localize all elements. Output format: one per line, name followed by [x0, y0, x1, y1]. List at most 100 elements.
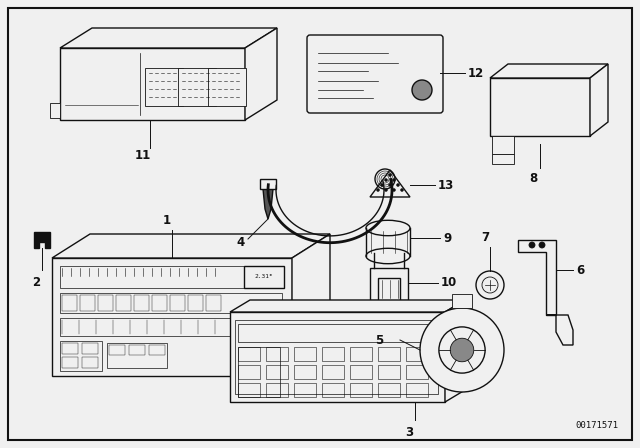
Circle shape — [375, 169, 395, 189]
Bar — [149, 345, 165, 355]
Bar — [238, 324, 435, 342]
Bar — [188, 295, 203, 311]
Circle shape — [412, 80, 432, 100]
Circle shape — [482, 277, 498, 293]
Bar — [378, 347, 400, 361]
Text: 11: 11 — [135, 148, 151, 161]
Bar — [206, 295, 221, 311]
Polygon shape — [60, 28, 277, 48]
Text: 2.31ᵐ: 2.31ᵐ — [255, 275, 273, 280]
Circle shape — [397, 184, 399, 186]
Bar — [266, 365, 288, 379]
Bar — [406, 365, 428, 379]
Bar — [322, 347, 344, 361]
Bar — [145, 68, 183, 106]
Bar — [178, 68, 216, 106]
Polygon shape — [490, 78, 590, 136]
Circle shape — [539, 242, 545, 248]
Bar — [235, 320, 438, 394]
Circle shape — [385, 189, 387, 191]
Circle shape — [392, 189, 396, 191]
Text: 8: 8 — [529, 172, 537, 185]
Polygon shape — [52, 234, 330, 258]
Text: 7: 7 — [481, 231, 489, 244]
Bar — [294, 383, 316, 397]
Text: 00171571: 00171571 — [575, 421, 618, 430]
Bar — [107, 343, 167, 368]
Bar — [82, 343, 98, 354]
Text: 4: 4 — [236, 236, 244, 249]
FancyBboxPatch shape — [307, 35, 443, 113]
Bar — [406, 383, 428, 397]
Ellipse shape — [366, 248, 410, 264]
Circle shape — [439, 327, 485, 373]
Bar — [266, 347, 288, 361]
Bar — [378, 365, 400, 379]
Polygon shape — [245, 28, 277, 120]
Bar — [60, 341, 102, 371]
Circle shape — [381, 184, 383, 186]
Bar — [129, 345, 145, 355]
Bar — [170, 295, 185, 311]
Polygon shape — [370, 268, 408, 300]
Bar — [406, 347, 428, 361]
Polygon shape — [60, 48, 245, 120]
Circle shape — [388, 173, 392, 177]
Bar — [294, 347, 316, 361]
Bar — [62, 343, 78, 354]
Bar — [266, 383, 288, 397]
Bar — [62, 295, 77, 311]
Polygon shape — [230, 312, 445, 402]
Ellipse shape — [366, 220, 410, 236]
Circle shape — [388, 184, 392, 186]
Circle shape — [451, 338, 474, 362]
Bar — [260, 179, 276, 189]
Bar — [322, 383, 344, 397]
Bar — [238, 347, 280, 397]
Polygon shape — [546, 315, 573, 345]
Polygon shape — [518, 240, 556, 315]
Polygon shape — [52, 258, 292, 376]
Bar — [238, 347, 260, 361]
Text: 10: 10 — [441, 276, 457, 289]
Bar — [82, 357, 98, 368]
Bar — [60, 318, 282, 336]
Bar — [238, 365, 260, 379]
Bar — [350, 347, 372, 361]
Bar — [492, 154, 514, 164]
Bar — [116, 295, 131, 311]
Text: 3: 3 — [405, 426, 413, 439]
Polygon shape — [445, 300, 465, 402]
Bar — [322, 365, 344, 379]
Polygon shape — [263, 189, 273, 219]
Bar — [238, 383, 260, 397]
Bar — [60, 266, 245, 288]
Bar — [62, 357, 78, 368]
Bar — [134, 295, 149, 311]
Bar — [98, 295, 113, 311]
Circle shape — [385, 178, 387, 181]
Polygon shape — [230, 300, 465, 312]
Text: 6: 6 — [576, 263, 584, 276]
Text: 12: 12 — [468, 66, 484, 79]
Circle shape — [392, 178, 396, 181]
Text: 2: 2 — [32, 276, 40, 289]
Bar — [378, 383, 400, 397]
Text: 13: 13 — [438, 178, 454, 191]
Circle shape — [476, 271, 504, 299]
Circle shape — [401, 189, 403, 191]
Bar — [492, 136, 514, 154]
Bar — [350, 383, 372, 397]
Circle shape — [420, 308, 504, 392]
Polygon shape — [34, 232, 50, 248]
Bar — [60, 293, 282, 313]
Polygon shape — [590, 64, 608, 136]
Bar — [350, 365, 372, 379]
Bar — [208, 68, 246, 106]
Circle shape — [376, 189, 380, 191]
Text: 9: 9 — [443, 232, 451, 245]
Text: 1: 1 — [163, 214, 171, 227]
Circle shape — [529, 242, 535, 248]
Bar — [109, 345, 125, 355]
Bar — [294, 365, 316, 379]
